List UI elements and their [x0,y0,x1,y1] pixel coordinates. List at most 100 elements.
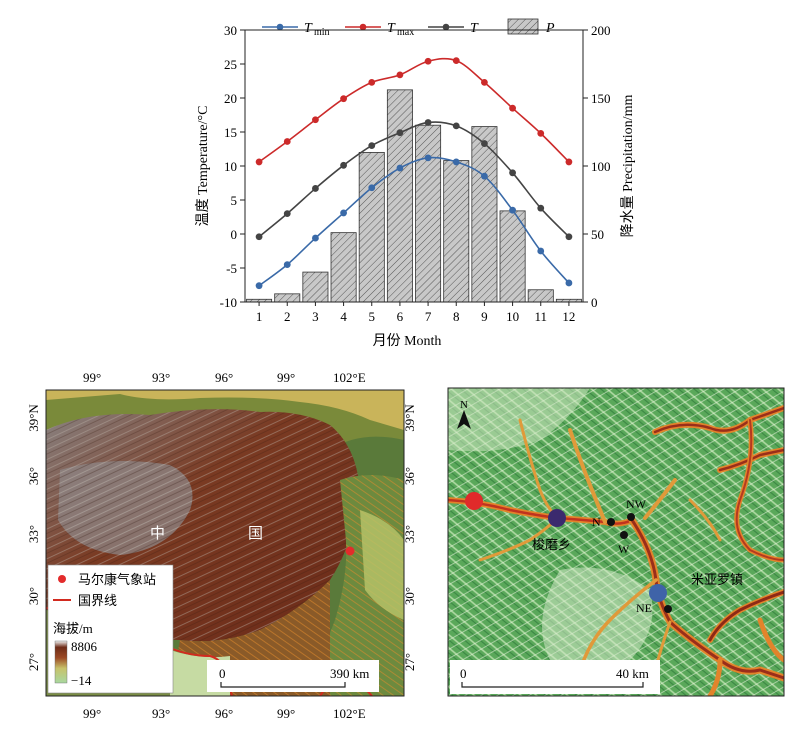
sample-point-nw [627,513,635,521]
lon-labels-top: 99° 93° 96° 99° 102°E [83,370,366,385]
data-point-t_max [424,57,432,65]
lat-left-1: 39°N [26,404,41,432]
data-point-t [565,233,573,241]
x-tick-label: 1 [256,309,263,324]
country-char-2: 国 [248,525,263,542]
y-right-tick-label: 150 [591,91,611,106]
data-point-t [312,185,319,192]
lat-right-2: 36° [402,467,417,485]
lat-left-3: 33° [26,525,41,543]
scale-bar-left: 0 390 km [207,660,379,692]
y-right-tick-label: 200 [591,23,611,38]
sample-point-w [620,531,628,539]
climate-chart: T min T max T P -10-50510152025300501001… [195,18,636,349]
legend-station-symbol [58,575,66,583]
data-point-t_min [368,184,376,192]
precip-bar [415,124,442,303]
lat-right-3: 33° [402,525,417,543]
x-tick-label: 9 [481,309,488,324]
precip-bar [358,151,385,303]
data-point-t_max [368,78,376,86]
legend-item-t: T [428,21,479,36]
x-tick-label: 8 [453,309,460,324]
y-left-tick-label: -5 [226,261,237,276]
data-point-t_min [312,234,319,242]
data-point-t_max [312,116,319,124]
scale-end-right: 40 km [616,666,649,681]
data-point-t_max [396,71,404,79]
lat-right-4: 30° [402,587,417,605]
data-point-t [481,140,488,147]
lat-labels-left: 39°N 36° 33° 30° 27° [26,404,41,672]
x-tick-label: 2 [284,309,291,324]
precip-bar [527,289,554,303]
precip-bar [274,293,301,303]
legend-sub-tmin: min [314,27,330,38]
lat-left-5: 27° [26,653,41,671]
data-point-t_min [283,261,291,268]
place-marker-somo [548,509,566,527]
sample-point-n [607,518,615,526]
lon-bottom-1: 99° [83,706,101,721]
elevation-min: −14 [71,673,92,688]
data-point-t [452,122,460,130]
lon-bottom-5: 102°E [333,706,366,721]
x-tick-label: 5 [369,309,376,324]
series-line-t_max [258,57,570,163]
lon-bottom-3: 96° [215,706,233,721]
data-point-t [424,119,432,126]
y-right-tick-label: 50 [591,227,604,242]
x-tick-label: 4 [340,309,347,324]
data-point-t_min [396,164,404,172]
data-point-t_min [424,154,432,162]
local-terrain-map: N N NW W NE 梭磨乡 米亚罗镇 0 40 km [447,387,785,697]
y-left-tick-label: 30 [224,23,237,38]
x-tick-label: 11 [534,309,547,324]
sample-labels: N NW W NE [592,497,652,615]
scale-bar-right: 0 40 km [450,660,660,694]
x-axis-label: 月份 Month [373,333,442,349]
chart-legend: T min T max T P [262,18,555,38]
y-axis-right-label: 降水量 Precipitation/mm [620,95,636,238]
sample-label-w: W [618,542,630,556]
legend-station-label: 马尔康气象站 [78,572,156,587]
country-char-1: 中 [150,525,165,542]
data-point-t_max [283,138,291,145]
scale-start-right: 0 [460,666,467,681]
precip-bar [443,160,470,303]
x-tick-label: 12 [562,309,575,324]
lat-right-1: 39°N [402,404,417,432]
lat-left-2: 36° [26,467,41,485]
place-label-somo: 梭磨乡 [532,537,571,552]
data-point-t_min [537,247,545,255]
data-point-t_max [481,78,488,86]
lon-top-2: 93° [152,370,170,385]
x-tick-label: 7 [425,309,432,324]
station-marker-local [465,492,483,510]
data-point-t_min [255,282,263,290]
data-point-t [368,142,376,150]
legend-label-p: P [545,21,555,36]
y-left-tick-label: 15 [224,125,237,140]
lat-left-4: 30° [26,587,41,605]
y-left-tick-label: 25 [224,57,237,72]
y-axis-left-label: 温度 Temperature/°C [195,106,211,227]
lon-labels-bottom: 99° 93° 96° 99° 102°E [83,706,366,721]
data-point-t_max [340,95,347,103]
legend-sub-tmax: max [397,27,414,38]
elevation-title: 海拔/m [53,621,93,636]
data-point-t [509,169,516,177]
y-left-tick-label: 20 [224,91,237,106]
legend-label-tmax: T [387,21,396,36]
sample-label-ne: NE [636,601,652,615]
place-label-miyaluo: 米亚罗镇 [691,572,743,587]
elevation-max: 8806 [71,639,98,654]
legend-item-p: P [507,18,555,36]
data-point-t_max [565,158,573,166]
scale-end-left: 390 km [330,666,369,681]
data-point-t_min [509,206,516,214]
y-left-tick-label: -10 [220,295,237,310]
data-point-t_min [452,158,460,166]
station-marker [345,546,355,556]
north-arrow: N [457,399,471,429]
